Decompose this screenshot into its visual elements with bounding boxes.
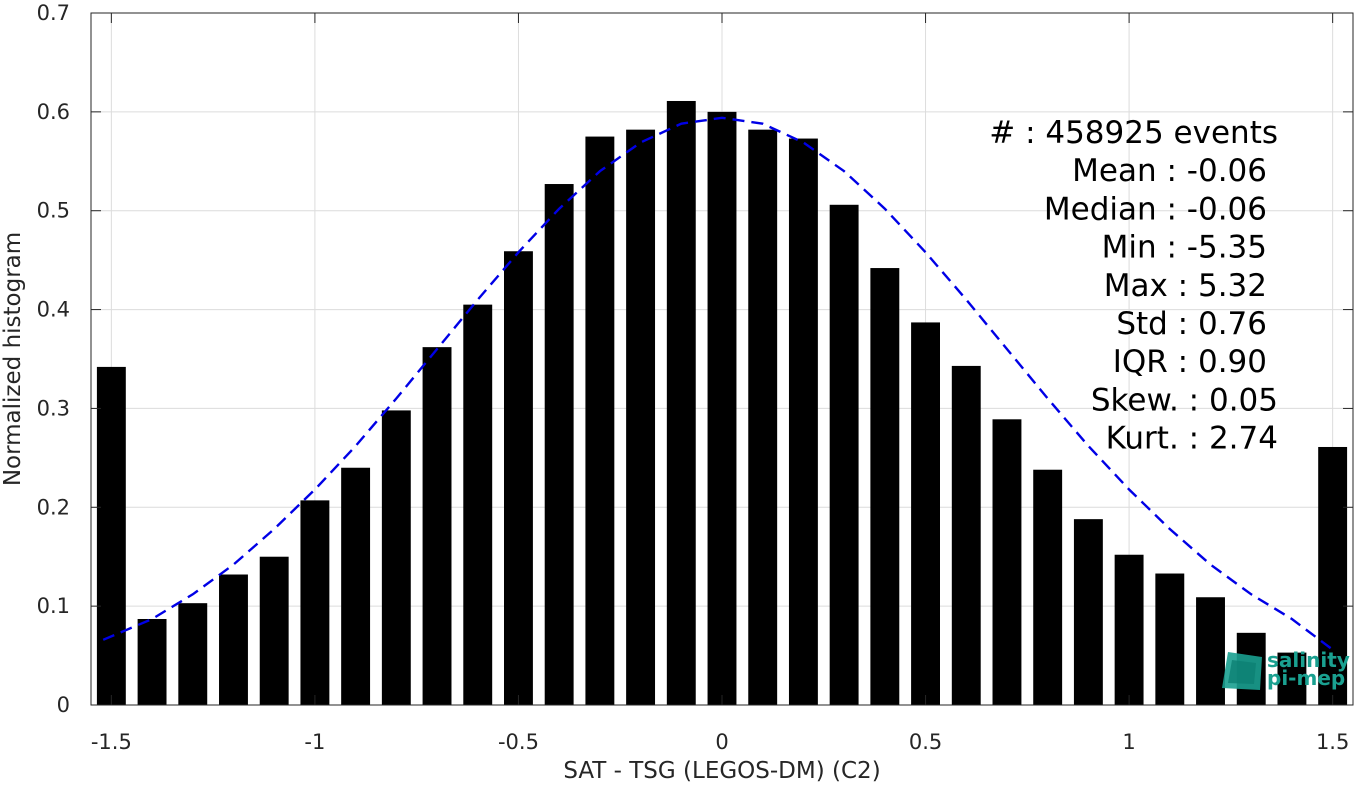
histogram-bar	[951, 365, 981, 705]
salinity-pi-mep-logo: salinity pi-mep	[1222, 648, 1350, 690]
histogram-bar	[1196, 597, 1225, 705]
histogram-bar	[911, 322, 941, 705]
histogram-bar	[259, 556, 289, 705]
x-tick-label: -1.5	[91, 730, 132, 754]
histogram-bar	[870, 268, 900, 705]
histogram-bar	[341, 467, 371, 705]
x-axis-label: SAT - TSG (LEGOS-DM) (C2)	[563, 758, 880, 784]
histogram-bar	[1318, 446, 1348, 705]
y-tick-label: 0.2	[37, 495, 70, 519]
histogram-bar	[1114, 554, 1144, 705]
histogram-bar	[707, 111, 737, 706]
y-tick-label: 0.5	[37, 199, 70, 223]
stat-line: Median : -0.06	[1044, 191, 1267, 227]
x-tick-label: 1	[1122, 730, 1135, 754]
x-tick-label: 0.5	[909, 730, 942, 754]
histogram-bar	[422, 347, 452, 705]
histogram-bar	[829, 204, 859, 706]
histogram-bar	[585, 136, 615, 706]
stat-line: Kurt. : 2.74	[1106, 421, 1278, 457]
bars	[96, 100, 1348, 706]
x-tick-label: 0	[715, 730, 728, 754]
histogram-bar	[1073, 519, 1103, 705]
histogram-bar	[1033, 469, 1063, 705]
stat-line: Max : 5.32	[1104, 268, 1267, 304]
histogram-bar	[1277, 652, 1307, 705]
stat-line: IQR : 0.90	[1113, 344, 1267, 380]
y-tick-label: 0.1	[37, 594, 70, 618]
x-axis-ticks: -1.5 -1 -0.5 0 0.5 1 1.5	[91, 13, 1349, 754]
histogram-bar	[748, 129, 778, 705]
histogram-bar	[463, 304, 493, 705]
histogram-bar	[992, 419, 1022, 705]
histogram-bar	[137, 618, 167, 705]
stat-line: Min : -5.35	[1102, 230, 1267, 266]
y-tick-label: 0	[57, 693, 70, 717]
x-tick-label: 1.5	[1316, 730, 1349, 754]
histogram-bar	[666, 100, 696, 706]
stat-line: Std : 0.76	[1116, 306, 1267, 342]
histogram-bar	[788, 138, 818, 705]
y-tick-label: 0.7	[37, 1, 70, 25]
y-axis-label: Normalized histogram	[0, 232, 26, 486]
histogram-bar	[96, 366, 126, 705]
y-tick-label: 0.4	[37, 298, 70, 322]
gaussian-fit-curve	[102, 116, 1334, 651]
logo-line-2: pi-mep	[1267, 666, 1345, 690]
x-tick-label: -0.5	[498, 730, 539, 754]
histogram-bar	[1155, 573, 1185, 705]
y-axis-ticks: 0 0.1 0.2 0.3 0.4 0.5 0.6 0.7	[37, 1, 1353, 717]
histogram-bar	[626, 129, 656, 705]
stat-line: # : 458925 events	[989, 115, 1278, 151]
logo-line-1: salinity	[1267, 648, 1350, 672]
histogram-bar	[219, 574, 248, 705]
y-tick-label: 0.3	[37, 396, 70, 420]
stat-line: Skew. : 0.05	[1091, 382, 1278, 418]
histogram-bar	[503, 251, 533, 705]
histogram-bar	[178, 603, 208, 705]
x-tick-label: -1	[304, 730, 325, 754]
histogram-bar	[300, 500, 330, 705]
stat-line: Mean : -0.06	[1072, 153, 1267, 189]
histogram-bar	[381, 410, 411, 705]
y-tick-label: 0.6	[37, 100, 70, 124]
histogram-bar	[544, 184, 574, 706]
